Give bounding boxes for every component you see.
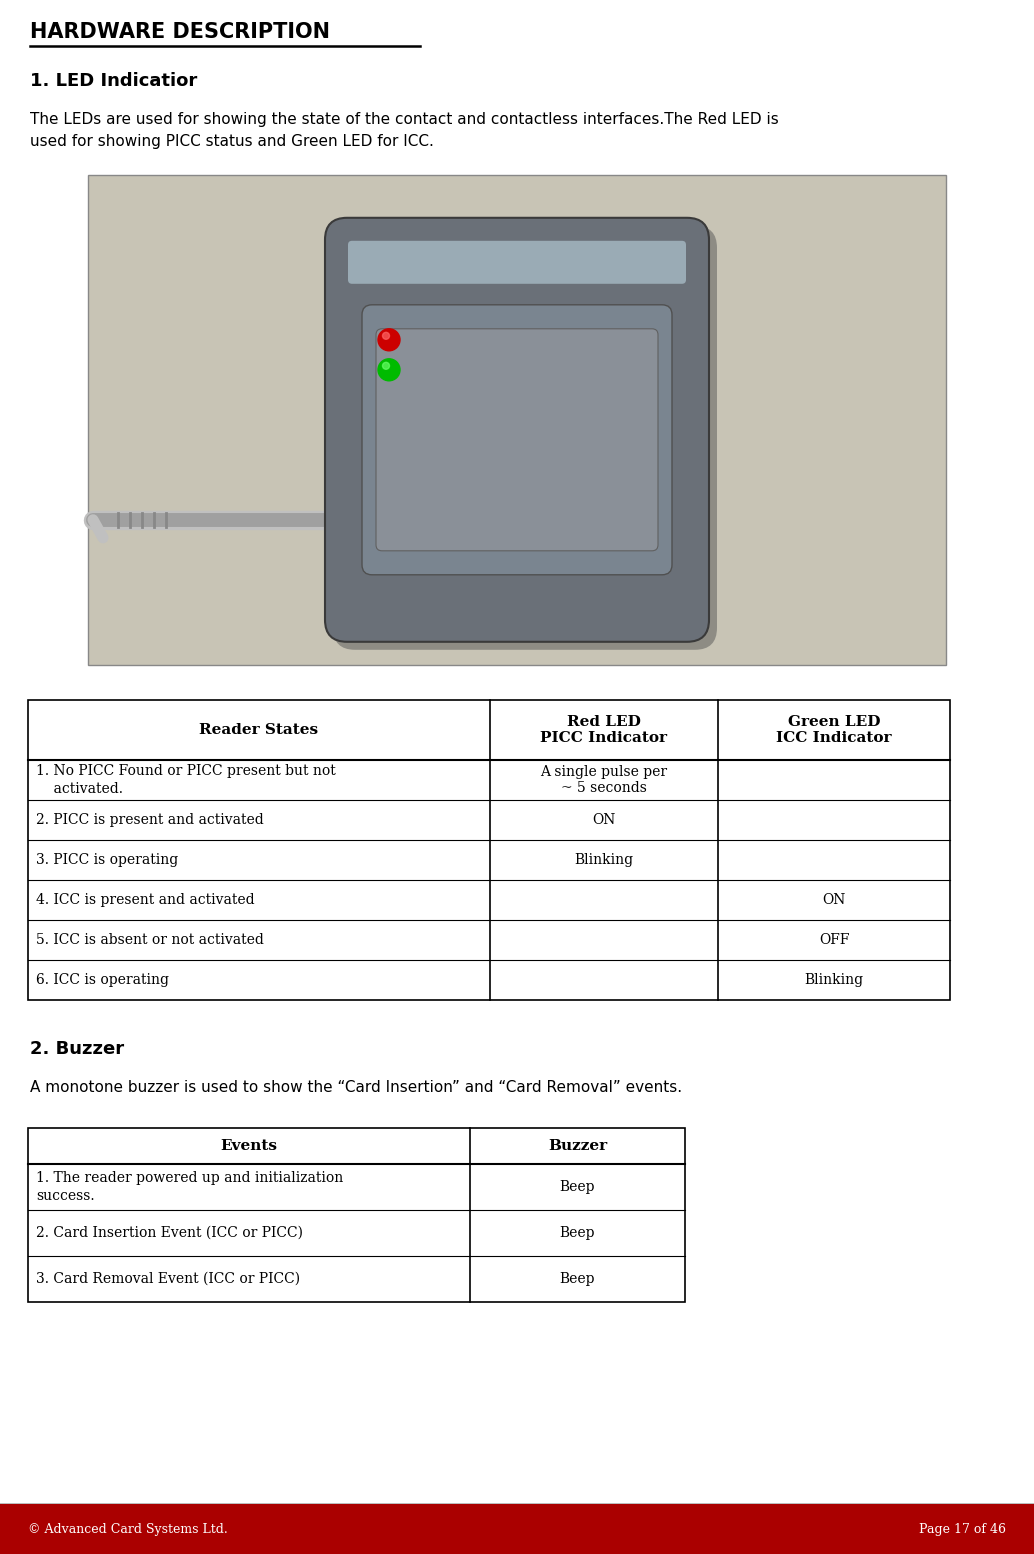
Text: 5. ICC is absent or not activated: 5. ICC is absent or not activated [36, 932, 264, 946]
Circle shape [378, 359, 400, 381]
Text: Events: Events [220, 1139, 277, 1153]
Text: Beep: Beep [559, 1273, 596, 1287]
Text: Beep: Beep [559, 1226, 596, 1240]
Text: 3. PICC is operating: 3. PICC is operating [36, 853, 178, 867]
Text: ON: ON [592, 813, 615, 827]
Bar [28, 1128, 685, 1302]
FancyBboxPatch shape [376, 329, 658, 550]
Text: Red LED
PICC Indicator: Red LED PICC Indicator [541, 715, 668, 744]
Text: The LEDs are used for showing the state of the contact and contactless interface: The LEDs are used for showing the state … [30, 112, 779, 149]
FancyBboxPatch shape [362, 305, 672, 575]
Text: 2. Buzzer: 2. Buzzer [30, 1040, 124, 1058]
Text: Green LED
ICC Indicator: Green LED ICC Indicator [777, 715, 891, 744]
Text: Blinking: Blinking [575, 853, 634, 867]
Text: 2. PICC is present and activated: 2. PICC is present and activated [36, 813, 264, 827]
Text: A monotone buzzer is used to show the “Card Insertion” and “Card Removal” events: A monotone buzzer is used to show the “C… [30, 1080, 682, 1096]
Bar [28, 699, 950, 1001]
Bar [88, 176, 946, 665]
FancyBboxPatch shape [325, 218, 709, 642]
Text: 1. No PICC Found or PICC present but not
    activated.: 1. No PICC Found or PICC present but not… [36, 765, 336, 796]
Bar [28, 699, 950, 760]
Text: Buzzer: Buzzer [548, 1139, 607, 1153]
FancyBboxPatch shape [333, 225, 717, 650]
Text: 6. ICC is operating: 6. ICC is operating [36, 973, 169, 987]
Text: 4. ICC is present and activated: 4. ICC is present and activated [36, 894, 254, 908]
Circle shape [378, 329, 400, 351]
Text: Reader States: Reader States [200, 723, 318, 737]
Text: © Advanced Card Systems Ltd.: © Advanced Card Systems Ltd. [28, 1523, 227, 1535]
Text: HARDWARE DESCRIPTION: HARDWARE DESCRIPTION [30, 22, 330, 42]
Circle shape [383, 362, 390, 370]
Text: ON: ON [822, 894, 846, 908]
Circle shape [383, 333, 390, 339]
Text: Page 17 of 46: Page 17 of 46 [919, 1523, 1006, 1535]
Bar [28, 1128, 685, 1164]
Text: 2. Card Insertion Event (ICC or PICC): 2. Card Insertion Event (ICC or PICC) [36, 1226, 303, 1240]
Text: 3. Card Removal Event (ICC or PICC): 3. Card Removal Event (ICC or PICC) [36, 1273, 300, 1287]
Text: 1. LED Indicatior: 1. LED Indicatior [30, 71, 197, 90]
Text: 1. The reader powered up and initialization
success.: 1. The reader powered up and initializat… [36, 1170, 343, 1203]
Text: Blinking: Blinking [804, 973, 863, 987]
FancyBboxPatch shape [348, 241, 686, 284]
Text: OFF: OFF [819, 932, 849, 946]
Text: Beep: Beep [559, 1179, 596, 1193]
Bar [0, 1504, 1034, 1554]
Text: A single pulse per
~ 5 seconds: A single pulse per ~ 5 seconds [541, 765, 668, 796]
